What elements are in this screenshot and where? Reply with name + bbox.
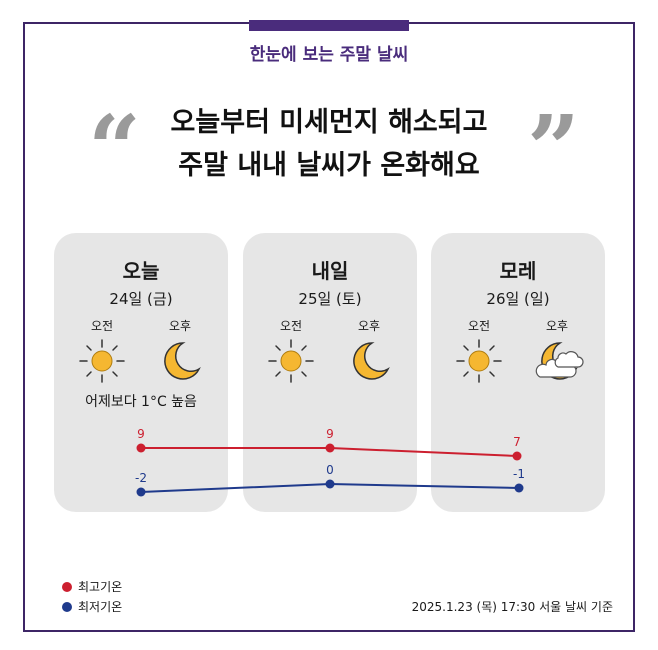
am-label: 오전	[279, 319, 303, 333]
day-card-tomorrow: 내일 25일 (토) 오전 오후	[243, 233, 417, 512]
headline-line-1: 오늘부터 미세먼지 해소되고	[170, 107, 488, 138]
data-label: 0	[326, 463, 334, 477]
legend-low-marker	[62, 602, 72, 612]
day-date: 24일 (금)	[109, 290, 173, 308]
page-subtitle: 한눈에 보는 주말 날씨	[249, 45, 409, 65]
am-label: 오전	[467, 319, 491, 333]
day-card-day-after-tomorrow: 모레 26일 (일) 오전 오후	[431, 233, 605, 512]
data-label: 9	[137, 427, 145, 441]
legend-high-label: 최고기온	[78, 580, 123, 594]
data-label: -1	[513, 467, 525, 481]
headline-line-2: 주말 내내 날씨가 온화해요	[178, 150, 480, 181]
data-point	[325, 443, 335, 453]
open-quote-mark: “	[88, 95, 141, 203]
day-name: 모레	[499, 259, 537, 283]
data-label: 7	[513, 435, 521, 449]
day-name: 오늘	[122, 259, 160, 283]
pm-label: 오후	[168, 319, 192, 333]
am-label: 오전	[90, 319, 114, 333]
day-card-today: 오늘 24일 (금) 오전 오후 어제보다 1°C 높음	[54, 233, 228, 512]
legend-low: 최저기온	[62, 598, 122, 615]
moon-cloud-icon	[535, 337, 584, 385]
data-point	[325, 479, 335, 489]
header-accent-bar	[249, 20, 409, 31]
data-timestamp-note: 2025.1.23 (목) 17:30 서울 날씨 기준	[411, 600, 613, 614]
temperature-change-note: 어제보다 1°C 높음	[85, 394, 197, 410]
data-point	[136, 487, 146, 497]
close-quote-mark: ”	[527, 95, 580, 203]
data-point	[136, 443, 146, 453]
day-name: 내일	[311, 259, 349, 283]
data-label: 9	[326, 427, 334, 441]
data-label: -2	[135, 471, 147, 485]
day-date: 26일 (일)	[486, 290, 550, 308]
legend-low-label: 최저기온	[78, 600, 123, 614]
day-date: 25일 (토)	[298, 290, 362, 308]
data-point	[514, 483, 524, 493]
pm-label: 오후	[357, 319, 381, 333]
legend-high-marker	[62, 582, 72, 592]
data-point	[512, 451, 522, 461]
legend-high: 최고기온	[62, 578, 122, 595]
pm-label: 오후	[545, 319, 569, 333]
